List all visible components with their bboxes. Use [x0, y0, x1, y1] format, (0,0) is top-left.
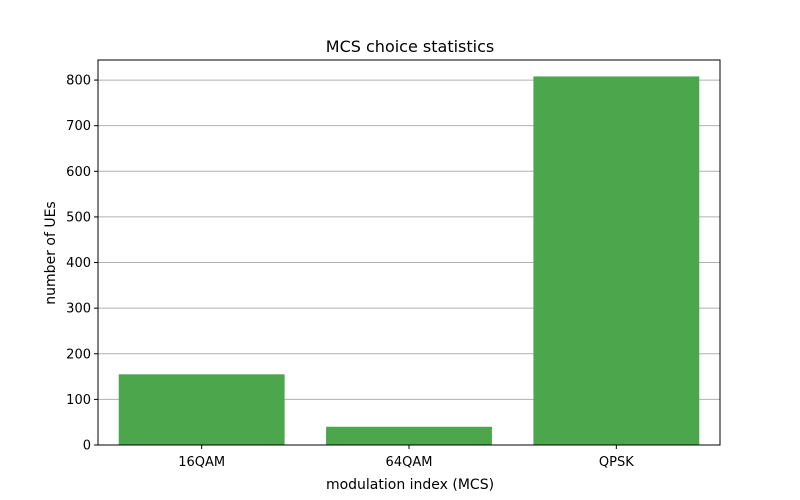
x-tick-label: QPSK — [599, 455, 634, 470]
y-tick-label: 300 — [66, 302, 91, 317]
bars — [118, 76, 700, 445]
y-tick-label: 200 — [66, 347, 91, 362]
bar-64qam — [326, 426, 492, 445]
y-tick-label: 500 — [66, 210, 91, 225]
y-tick-label: 400 — [66, 256, 91, 271]
axes — [94, 59, 721, 449]
bar-qpsk — [533, 76, 700, 445]
y-tick-label: 700 — [66, 119, 91, 134]
plot-frame — [97, 59, 721, 446]
x-axis-label: modulation index (MCS) — [326, 477, 494, 493]
tick-labels: 0 100 200 300 400 500 600 700 800 16QAM 64QAM QPSK — [66, 74, 634, 470]
y-axis-label: number of UEs — [43, 201, 59, 304]
y-tick-label: 600 — [66, 165, 91, 180]
y-tick-label: 100 — [66, 393, 91, 408]
y-tick-label: 0 — [83, 439, 91, 454]
y-tick-label: 800 — [66, 74, 91, 89]
bar-16qam — [118, 374, 285, 445]
x-tick-label: 16QAM — [178, 455, 225, 470]
chart-title: MCS choice statistics — [326, 37, 494, 56]
x-tick-label: 64QAM — [386, 455, 433, 470]
